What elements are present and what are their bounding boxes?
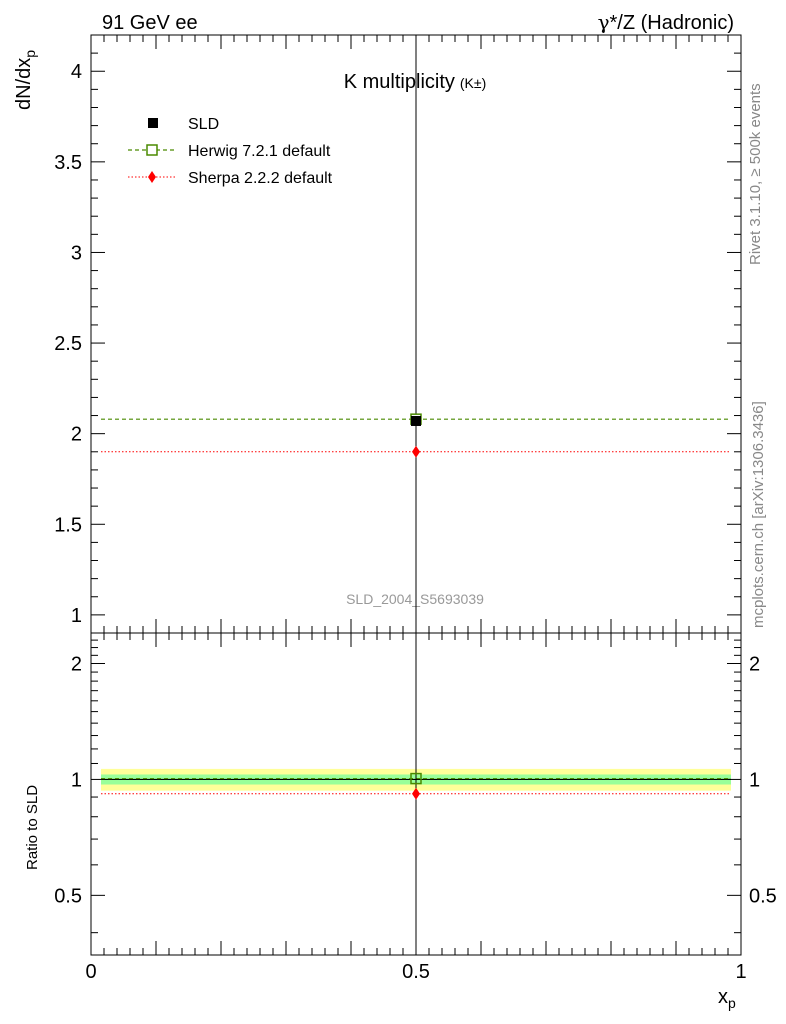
ratio-y-tick-label-right: 2 [749,653,760,675]
legend-sherpa-label: Sherpa 2.2.2 default [188,170,333,187]
x-axis-label-sub: p [728,995,736,1011]
herwig-ratio-point [410,772,422,785]
sherpa-ratio-point [412,787,420,800]
main-y-tick-label: 3.5 [54,152,82,174]
header-process-rest: */Z (Hadronic) [610,12,734,34]
rivet-version-text: Rivet 3.1.10, ≥ 500k events [747,83,764,265]
legend-sld-marker [148,118,158,128]
main-y-axis-label: dN/dxp [13,50,38,110]
main-y-tick-label: 4 [71,61,82,83]
legend-item-herwig: Herwig 7.2.1 default [128,143,331,160]
main-y-tick-label: 1 [71,605,82,627]
main-y-tick-label: 3 [71,242,82,264]
main-y-axis-label-sub: p [22,50,38,58]
analysis-watermark: SLD_2004_S5693039 [346,591,484,607]
ratio-y-axis-label: Ratio to SLD [24,785,41,870]
x-axis-label-main: x [718,986,728,1008]
legend-item-sherpa: Sherpa 2.2.2 default [128,170,333,187]
sld-main-point [411,415,421,426]
legend-item-sld: SLD [148,116,219,133]
x-axis-label: xp [718,986,736,1011]
x-axis-ticks: 0 0.5 1 [85,961,746,983]
main-data-marks [410,413,422,458]
x-tick-label: 0 [85,961,96,983]
ratio-y-tick-label-right: 0.5 [749,885,777,907]
ratio-y-tick-label: 2 [71,653,82,675]
legend-sld-label: SLD [188,116,219,133]
mcplots-credit-text: mcplots.cern.ch [arXiv:1306.3436] [750,401,767,628]
ratio-data-marks [410,772,422,800]
header-energy-label: 91 GeV ee [102,12,198,34]
main-title-text: K multiplicity [344,71,455,93]
main-y-axis-label-main: dN/dx [13,58,35,110]
main-y-tick-label: 2 [71,424,82,446]
x-tick-label: 1 [735,961,746,983]
main-y-tick-label: 2.5 [54,333,82,355]
main-title: K multiplicity (K±) [344,71,487,93]
header-process-label: γ*/Z (Hadronic) [598,10,734,34]
legend-herwig-marker [146,144,158,156]
ratio-y-tick-label: 1 [71,769,82,791]
main-title-suffix: (K±) [460,75,486,91]
sherpa-main-point [412,445,420,458]
ratio-y-tick-label-right: 1 [749,769,760,791]
legend-sherpa-marker [148,171,156,183]
ratio-y-tick-label: 0.5 [54,885,82,907]
legend: SLD Herwig 7.2.1 default Sherpa 2.2.2 de… [128,116,333,187]
header-process-gamma: γ [598,10,610,34]
x-tick-label: 0.5 [402,961,430,983]
legend-herwig-label: Herwig 7.2.1 default [188,143,331,160]
main-y-tick-label: 1.5 [54,514,82,536]
